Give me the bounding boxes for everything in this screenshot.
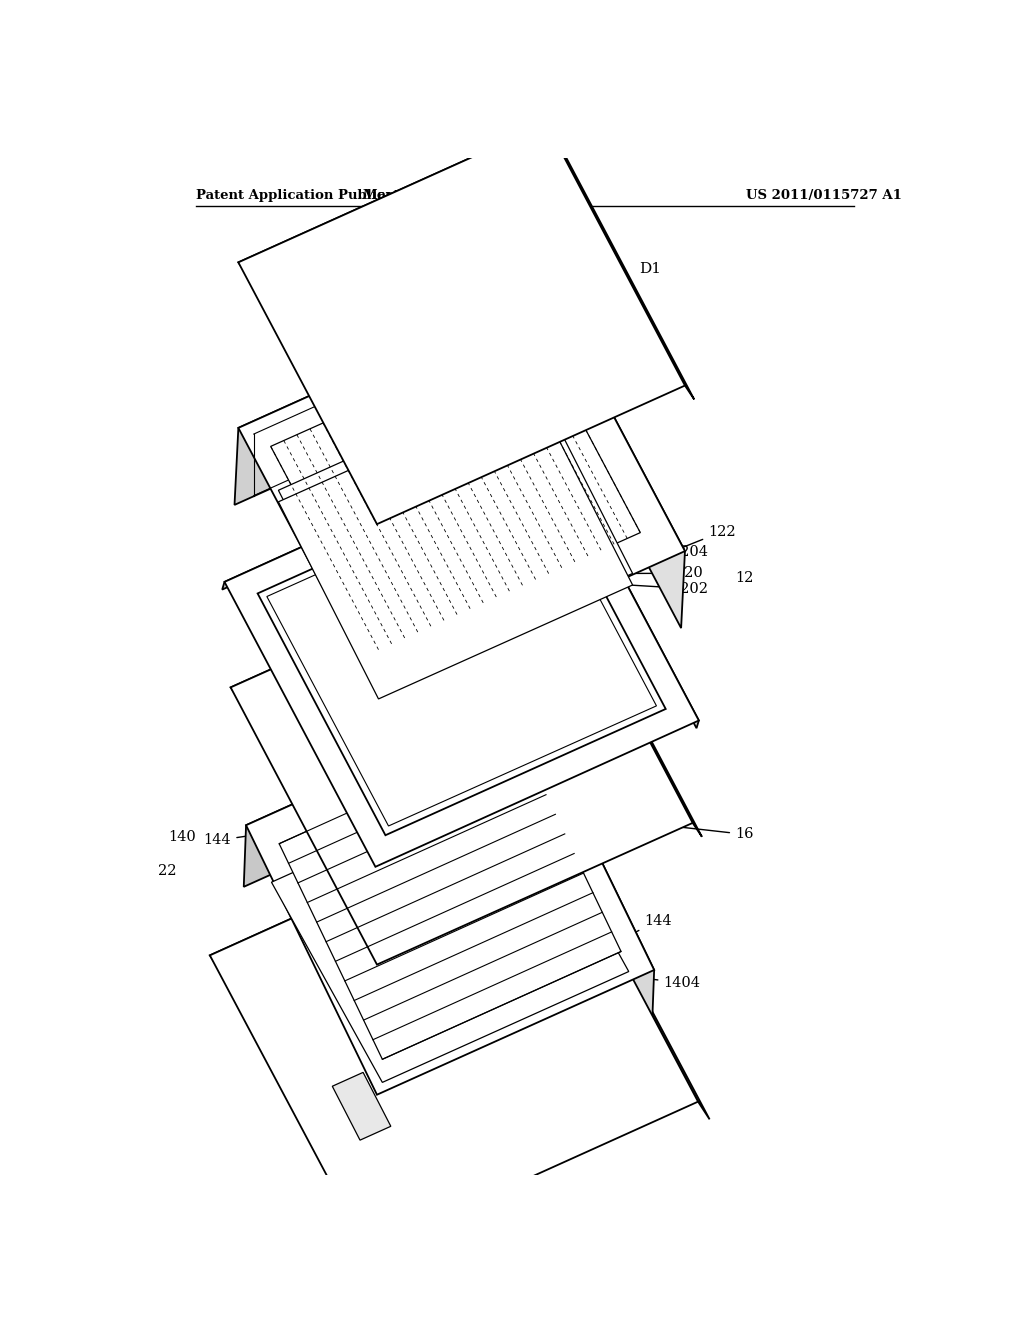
Polygon shape [270, 330, 640, 649]
Polygon shape [224, 436, 698, 867]
Polygon shape [546, 436, 698, 729]
Polygon shape [521, 701, 654, 1032]
Text: 140: 140 [168, 830, 196, 843]
Text: 142: 142 [307, 1061, 367, 1097]
Text: 1402: 1402 [520, 768, 590, 785]
Polygon shape [547, 545, 701, 837]
Polygon shape [210, 807, 698, 1251]
Polygon shape [543, 289, 685, 628]
Polygon shape [333, 1072, 391, 1140]
Text: 120: 120 [635, 566, 702, 581]
Text: 124: 124 [526, 284, 570, 304]
Polygon shape [239, 124, 556, 276]
Text: 124: 124 [315, 664, 378, 693]
Text: 1202: 1202 [632, 582, 709, 595]
Text: 14: 14 [531, 767, 582, 780]
Polygon shape [210, 807, 553, 973]
Polygon shape [239, 124, 685, 524]
Polygon shape [279, 388, 633, 700]
Text: 10: 10 [451, 236, 472, 253]
Text: 18: 18 [557, 436, 616, 450]
Text: 1204: 1204 [635, 541, 709, 558]
Polygon shape [267, 477, 656, 826]
Text: D1: D1 [639, 261, 660, 276]
Text: 1404: 1404 [624, 975, 700, 990]
Polygon shape [222, 436, 548, 590]
Text: 16: 16 [680, 828, 754, 841]
Text: 22: 22 [159, 865, 177, 878]
Text: 12: 12 [735, 572, 754, 585]
Text: Patent Application Publication: Patent Application Publication [196, 189, 423, 202]
Polygon shape [279, 376, 633, 688]
Polygon shape [547, 124, 694, 400]
Polygon shape [230, 545, 556, 701]
Text: FIG. 1: FIG. 1 [415, 1115, 509, 1142]
Polygon shape [246, 701, 654, 1094]
Polygon shape [230, 545, 692, 965]
Polygon shape [244, 701, 523, 887]
Polygon shape [280, 737, 621, 1059]
Polygon shape [271, 771, 629, 1082]
Text: D2: D2 [579, 280, 600, 294]
Polygon shape [258, 467, 666, 836]
Polygon shape [234, 289, 547, 506]
Text: May 19, 2011  Sheet 1 of 5: May 19, 2011 Sheet 1 of 5 [362, 189, 560, 202]
Text: US 2011/0115727 A1: US 2011/0115727 A1 [745, 189, 901, 202]
Text: 122: 122 [672, 525, 735, 552]
Text: 144: 144 [608, 913, 672, 946]
Polygon shape [239, 289, 685, 689]
Text: 144: 144 [204, 833, 255, 847]
Polygon shape [541, 807, 710, 1119]
